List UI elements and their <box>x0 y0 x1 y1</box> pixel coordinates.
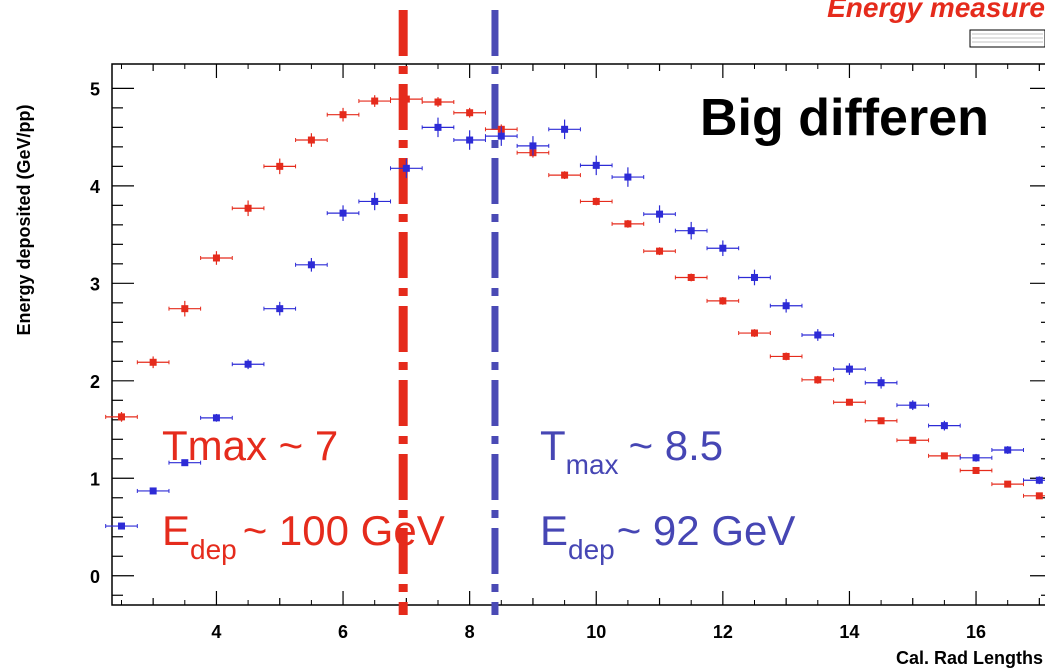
plot-frame <box>111 63 1045 606</box>
data-point <box>1004 446 1012 454</box>
data-point <box>656 247 664 255</box>
data-point <box>909 436 917 444</box>
data-point <box>624 173 632 181</box>
data-point <box>561 171 569 179</box>
y-axis-title: Energy deposited (GeV/pp) <box>14 104 34 335</box>
data-point <box>845 365 853 373</box>
data-point <box>212 254 220 262</box>
data-point <box>719 297 727 305</box>
data-point <box>276 305 284 313</box>
data-point <box>339 111 347 119</box>
blue-edep-subscript: dep <box>568 534 615 565</box>
red-tmax-annotation: Tmax ~ 7 <box>162 422 338 469</box>
data-point <box>434 123 442 131</box>
red-edep-subscript: dep <box>190 534 237 565</box>
data-point <box>972 466 980 474</box>
data-point <box>750 329 758 337</box>
data-point <box>1004 480 1012 488</box>
data-point <box>687 227 695 235</box>
blue-series <box>105 117 1045 530</box>
data-point <box>782 352 790 360</box>
y-tick-label: 3 <box>90 274 100 294</box>
data-point <box>972 454 980 462</box>
data-point <box>529 142 537 150</box>
data-point <box>1035 492 1043 500</box>
data-point <box>656 210 664 218</box>
data-point <box>940 452 948 460</box>
data-point <box>339 209 347 217</box>
y-tick-label: 5 <box>90 79 100 99</box>
blue-edep-annotation: Edep~ 92 GeV <box>540 507 795 565</box>
blue-edep-value: ~ 92 GeV <box>617 507 796 554</box>
data-point <box>909 401 917 409</box>
blue-tmax-subscript: max <box>566 449 619 480</box>
x-axis-title: Cal. Rad Lengths <box>896 648 1043 668</box>
x-tick-label: 14 <box>839 622 859 642</box>
data-point <box>592 161 600 169</box>
y-tick-label: 2 <box>90 372 100 392</box>
headline-text: Big differen <box>700 89 989 147</box>
data-point <box>244 204 252 212</box>
y-tick-labels: 0 1 2 3 4 5 <box>90 79 100 586</box>
data-point <box>814 331 822 339</box>
x-tick-label: 4 <box>211 622 221 642</box>
red-edep-annotation: Edep ~ 100 GeV <box>162 507 445 565</box>
data-point <box>877 379 885 387</box>
data-point <box>750 273 758 281</box>
x-tick-label: 16 <box>966 622 986 642</box>
y-tick-label: 4 <box>90 177 100 197</box>
data-point <box>307 136 315 144</box>
data-point <box>307 261 315 269</box>
red-edep-symbol: E <box>162 507 190 554</box>
data-point <box>466 109 474 117</box>
data-point <box>561 125 569 133</box>
reference-lines <box>398 10 499 615</box>
blue-tmax-annotation: Tmax ~ 8.5 <box>540 422 723 480</box>
red-edep-value: ~ 100 GeV <box>243 507 445 554</box>
data-point <box>149 358 157 366</box>
data-point <box>371 97 379 105</box>
data-point <box>719 244 727 252</box>
data-point <box>212 414 220 422</box>
data-point <box>244 360 252 368</box>
data-point <box>1035 476 1043 484</box>
data-point <box>466 136 474 144</box>
y-tick-label: 1 <box>90 469 100 489</box>
axis-ticks <box>112 64 1045 605</box>
data-point <box>117 522 125 530</box>
data-point <box>181 459 189 467</box>
data-point <box>845 398 853 406</box>
data-point <box>497 132 505 140</box>
data-point <box>371 197 379 205</box>
x-tick-label: 12 <box>713 622 733 642</box>
data-point <box>434 98 442 106</box>
data-point <box>117 413 125 421</box>
data-point <box>624 220 632 228</box>
data-point <box>940 422 948 430</box>
data-point <box>782 302 790 310</box>
x-tick-label: 6 <box>338 622 348 642</box>
data-point <box>877 417 885 425</box>
x-tick-label: 10 <box>586 622 606 642</box>
data-point <box>687 273 695 281</box>
y-tick-label: 0 <box>90 567 100 587</box>
data-point <box>402 95 410 103</box>
x-tick-labels: 4 6 8 10 12 14 16 <box>211 622 986 642</box>
data-point <box>149 487 157 495</box>
blue-tmax-value: ~ 8.5 <box>629 422 724 469</box>
x-tick-label: 8 <box>465 622 475 642</box>
chart-title: Energy measure <box>827 0 1045 23</box>
data-point <box>402 164 410 172</box>
blue-edep-symbol: E <box>540 507 568 554</box>
data-point <box>181 305 189 313</box>
blue-tmax-symbol: T <box>540 422 566 469</box>
stats-box <box>969 29 1045 48</box>
data-point <box>814 376 822 384</box>
data-series <box>105 94 1045 530</box>
data-point <box>592 197 600 205</box>
red-series <box>105 94 1045 500</box>
data-point <box>276 162 284 170</box>
